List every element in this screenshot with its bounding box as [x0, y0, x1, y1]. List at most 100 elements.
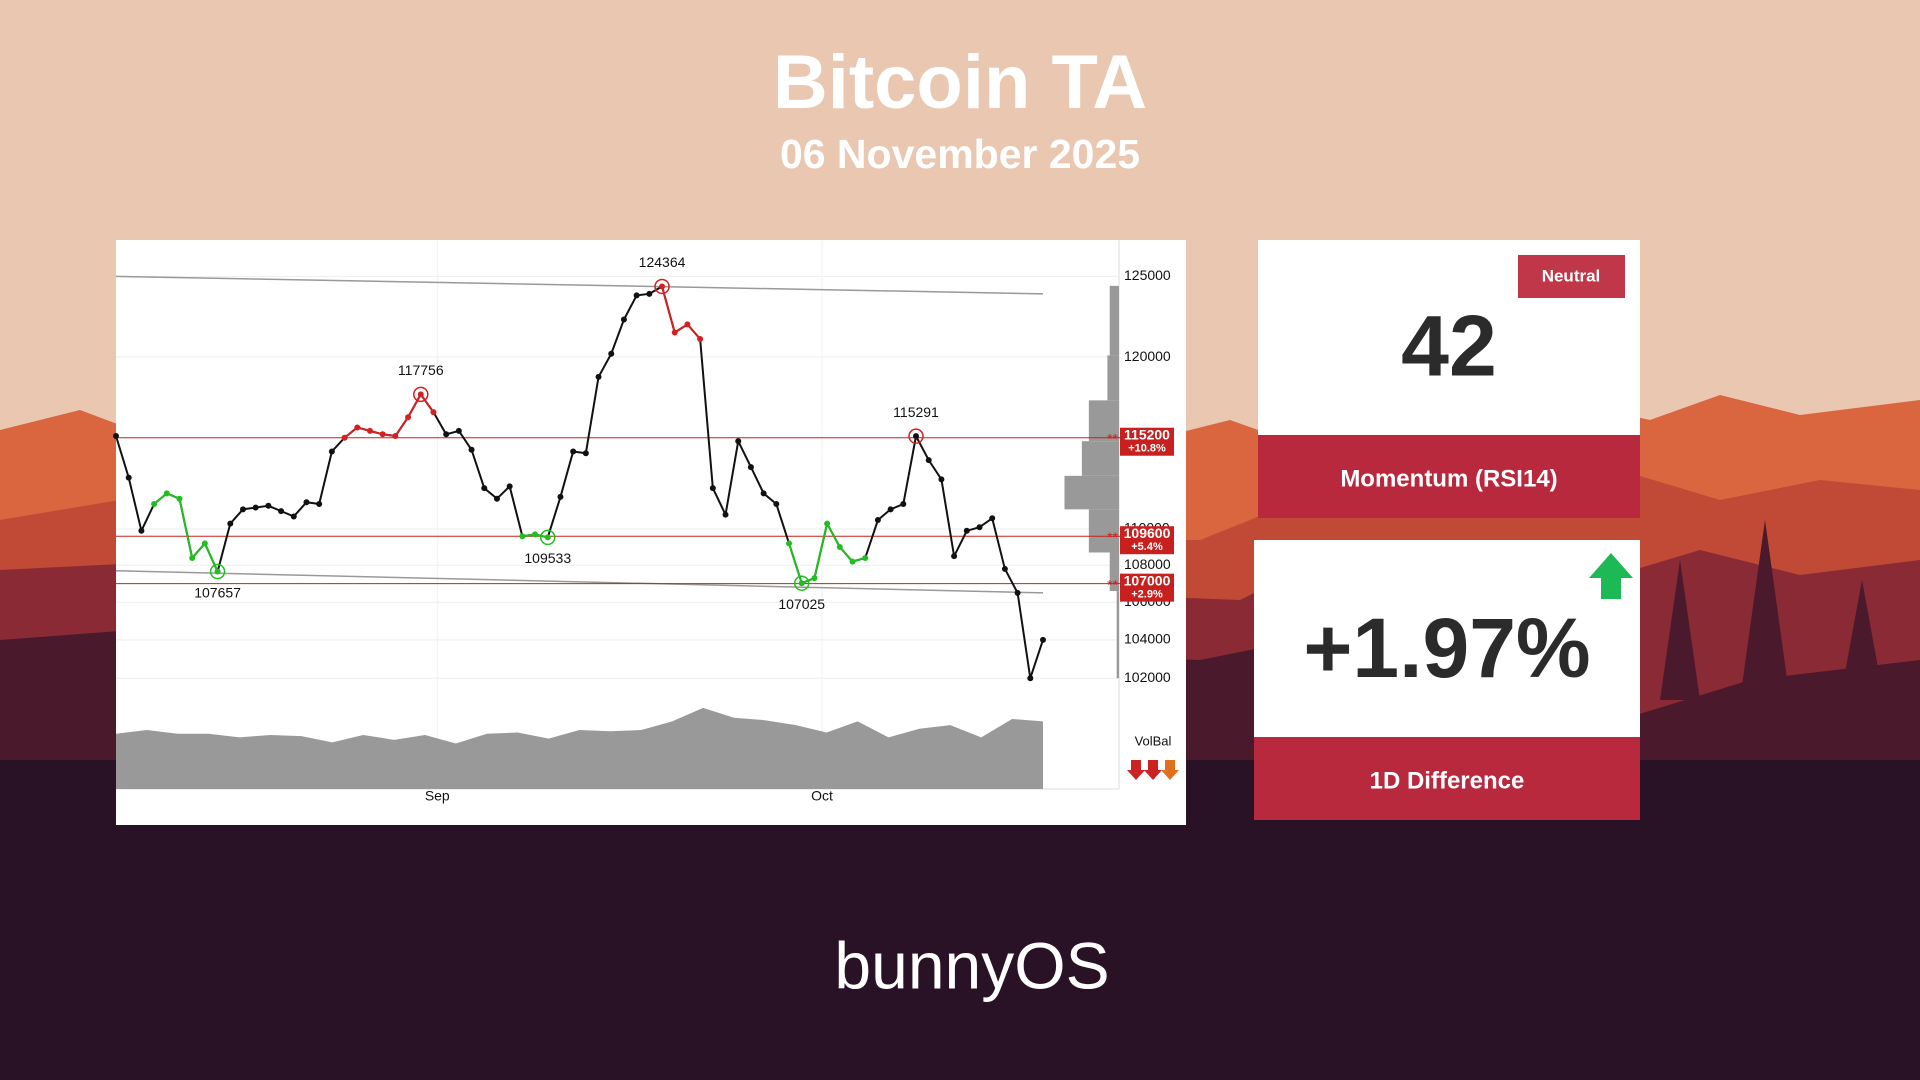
price-point [278, 508, 285, 515]
profile-bar [1088, 509, 1119, 553]
low-marker [209, 563, 226, 580]
price-point [443, 431, 450, 438]
price-point [824, 520, 831, 527]
price-point [303, 499, 310, 506]
profile-bar [1088, 400, 1119, 442]
profile-bar [1081, 441, 1119, 476]
profile-bar [1109, 552, 1119, 592]
level-change: +5.4% [1131, 541, 1163, 553]
high-marker [654, 278, 670, 295]
price-point [468, 446, 475, 453]
level-marker: ** [1107, 576, 1118, 592]
price-point [747, 464, 754, 471]
price-point [557, 493, 564, 500]
arrow-down [1144, 760, 1162, 780]
price-point [811, 575, 818, 582]
diff-band [1254, 737, 1640, 820]
price-point [709, 485, 716, 492]
price-point [697, 336, 704, 343]
volbal-arrows [1127, 760, 1179, 780]
price-point [862, 554, 869, 561]
profile-bar [1116, 591, 1119, 679]
price-point [963, 527, 970, 534]
high-marker [413, 386, 429, 403]
price-point [113, 433, 119, 440]
price-point [976, 524, 983, 531]
arrow-down [1161, 760, 1179, 780]
price-point [544, 534, 551, 541]
price-point [163, 490, 170, 497]
price-point [951, 553, 958, 560]
y-tick-label: 125000 [1124, 267, 1171, 283]
price-point [214, 568, 221, 575]
x-tick-label: Sep [425, 788, 450, 804]
price-point [735, 438, 742, 445]
price-point [138, 527, 145, 534]
up-arrow [1589, 553, 1633, 599]
diff-label: 1D Difference [1370, 767, 1525, 794]
high-label: 115291 [893, 404, 939, 420]
price-point [316, 501, 323, 508]
level-marker: ** [1107, 430, 1118, 446]
volume-area [116, 707, 1043, 789]
high-marker [908, 428, 924, 444]
price-point [290, 513, 297, 520]
low-label: 107657 [194, 584, 241, 600]
price-point [392, 433, 399, 440]
price-point [874, 517, 881, 524]
price-point [354, 424, 361, 431]
x-tick-label: Oct [811, 788, 833, 804]
price-point [201, 540, 208, 547]
price-point [671, 329, 678, 336]
price-point [989, 515, 996, 522]
low-label: 109533 [524, 550, 571, 566]
badge-text: Neutral [1542, 266, 1601, 285]
price-point [900, 501, 907, 508]
badge [1518, 255, 1625, 298]
price-point [722, 511, 729, 518]
price-point [125, 474, 132, 481]
price-point [239, 506, 246, 513]
price-point [379, 431, 386, 438]
low-label: 107025 [778, 596, 825, 612]
profile-bar [1107, 355, 1119, 401]
low-marker [540, 529, 556, 546]
y-tick-label: 104000 [1124, 631, 1171, 647]
price-point [1001, 565, 1008, 572]
price-point [773, 501, 780, 508]
trendline [115, 570, 1044, 594]
price-point [646, 290, 653, 297]
price-point [176, 495, 183, 502]
trendline [115, 275, 1044, 295]
level-tag [1120, 427, 1174, 456]
highlight-line [661, 286, 701, 340]
price-point [328, 448, 335, 455]
price-point [938, 476, 945, 483]
low-marker [793, 575, 810, 591]
price-point [430, 409, 437, 416]
price-point [608, 350, 615, 357]
price-point [684, 321, 691, 328]
level-tag [1120, 526, 1174, 555]
brand: bunnyOS [834, 928, 1109, 1002]
y-tick-label: 120000 [1124, 348, 1171, 364]
price-point [519, 533, 526, 540]
high-label: 124364 [639, 254, 686, 270]
price-point [760, 490, 767, 497]
price-point [227, 520, 234, 527]
price-point [582, 450, 589, 457]
price-point [595, 373, 602, 380]
price-point [659, 283, 666, 290]
price-point [506, 483, 513, 490]
level-marker: ** [1107, 529, 1118, 545]
level-value: 115200 [1124, 426, 1170, 442]
price-point [633, 292, 640, 299]
level-value: 109600 [1124, 525, 1171, 541]
price-point [925, 457, 932, 464]
price-point [798, 580, 805, 587]
level-change: +2.9% [1131, 589, 1163, 601]
price-point [1014, 589, 1021, 596]
price-point [887, 506, 894, 513]
price-point [620, 316, 627, 323]
price-point [1040, 636, 1046, 643]
